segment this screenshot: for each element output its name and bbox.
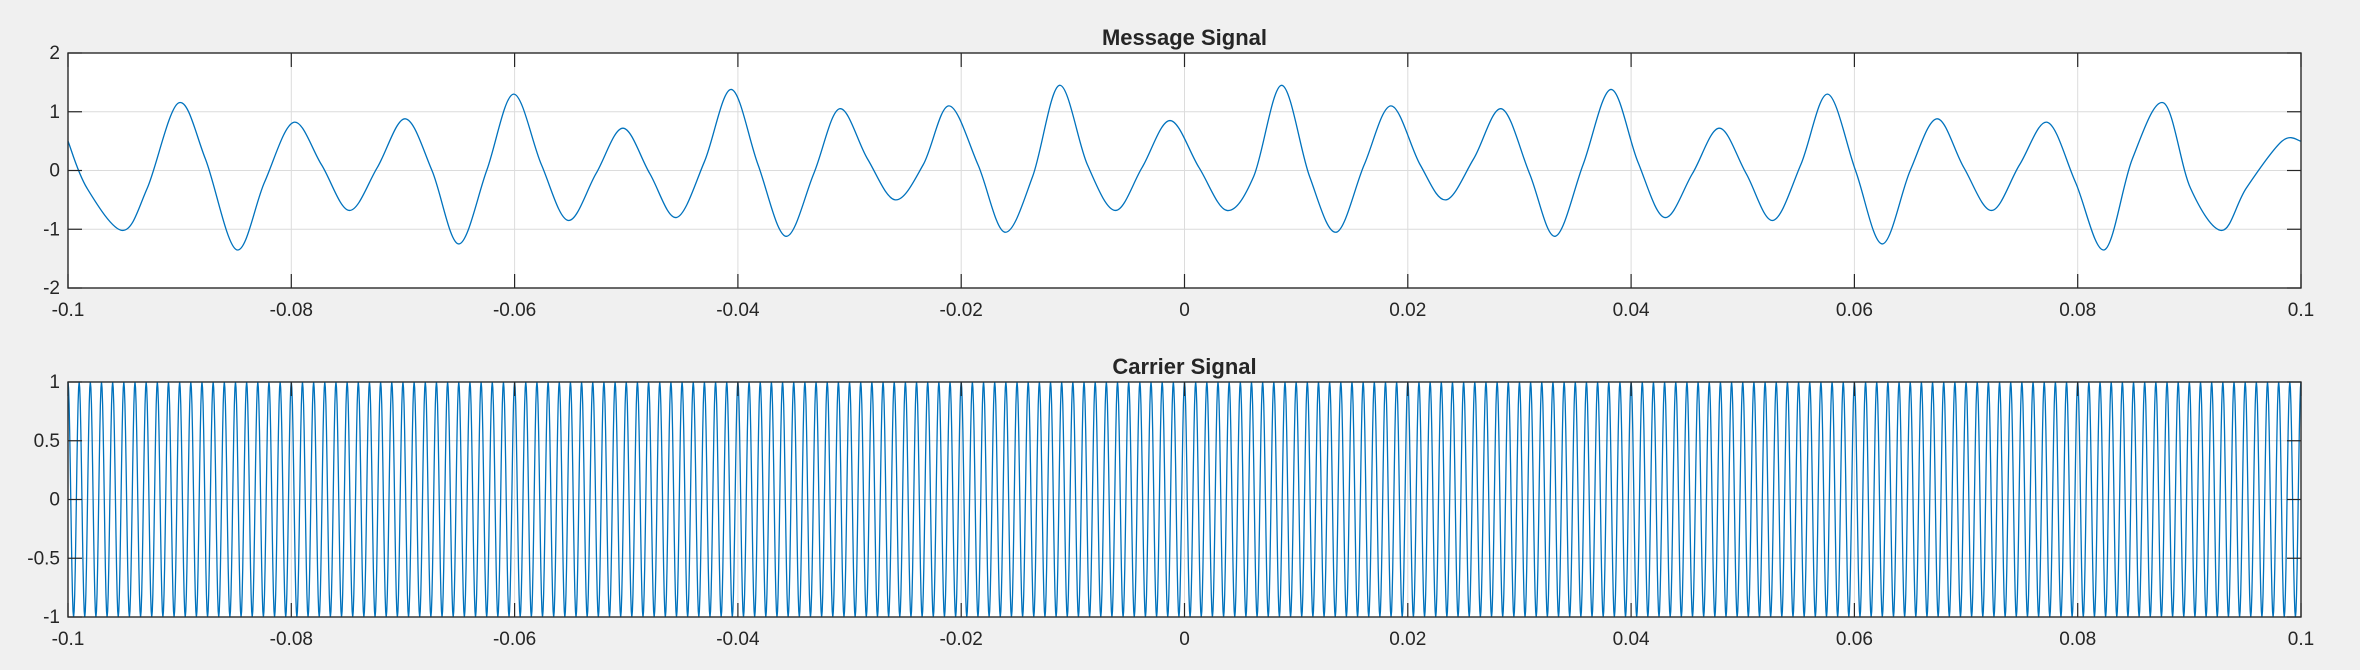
message-x-tick-label: 0	[1179, 300, 1190, 321]
carrier-x-tick-label: 0.02	[1389, 629, 1426, 650]
carrier-signal-axes: -0.1 -0.08 -0.06 -0.04 -0.02 0 0.02 0.04 0.06 0.0…	[27, 354, 2314, 650]
message-x-tick-label: 0.08	[2059, 300, 2096, 321]
message-signal-axes: -0.1 -0.08 -0.06 -0.04 -0.02 0 0.02 0.04 0.06 0.0…	[43, 25, 2314, 321]
message-x-tick-label: 0.1	[2288, 300, 2314, 321]
message-y-tick-label: -1	[43, 219, 60, 240]
carrier-y-tick-label: -0.5	[27, 548, 60, 569]
message-y-tick-label: 0	[49, 161, 60, 182]
message-x-tick-label: 0.04	[1613, 300, 1650, 321]
message-y-tick-label: 1	[49, 102, 60, 123]
carrier-signal-title: Carrier Signal	[1112, 354, 1256, 379]
message-signal-title: Message Signal	[1102, 25, 1267, 50]
message-x-tick-label: 0.06	[1836, 300, 1873, 321]
message-x-tick-label: -0.02	[940, 300, 983, 321]
carrier-x-tick-label: 0.04	[1613, 629, 1650, 650]
carrier-x-tick-label: 0.06	[1836, 629, 1873, 650]
carrier-y-tick-label: 1	[49, 372, 60, 393]
carrier-x-tick-label: -0.02	[940, 629, 983, 650]
carrier-x-tick-label: -0.08	[270, 629, 313, 650]
carrier-x-tick-label: -0.1	[52, 629, 85, 650]
carrier-x-tick-label: 0	[1179, 629, 1190, 650]
carrier-y-tick-label: 0.5	[34, 431, 60, 452]
message-x-tick-label: -0.1	[52, 300, 85, 321]
message-x-tick-label: -0.08	[270, 300, 313, 321]
carrier-x-tick-label: 0.1	[2288, 629, 2314, 650]
message-signal-line	[67, 84, 2302, 251]
message-x-tick-label: -0.06	[493, 300, 536, 321]
message-y-tick-label: -2	[43, 278, 60, 299]
message-x-tick-label: 0.02	[1389, 300, 1426, 321]
carrier-y-tick-label: 0	[49, 490, 60, 511]
carrier-x-tick-label: 0.08	[2059, 629, 2096, 650]
carrier-x-tick-label: -0.06	[493, 629, 536, 650]
carrier-y-tick-label: -1	[43, 607, 60, 628]
carrier-x-tick-label: -0.04	[716, 629, 760, 650]
message-y-tick-label: 2	[49, 43, 60, 64]
message-x-tick-label: -0.04	[716, 300, 760, 321]
